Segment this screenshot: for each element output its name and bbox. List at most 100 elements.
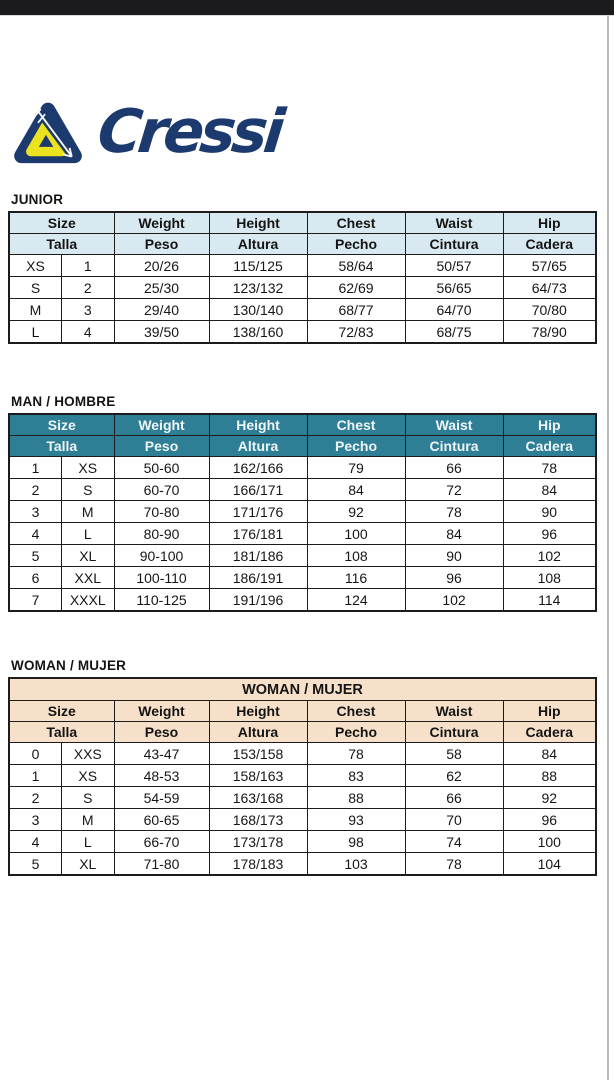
col-header-cadera: Cadera [502,721,597,743]
table-cell: 158/163 [208,764,308,787]
col-header-chest: Chest [306,413,406,436]
table-cell: 153/158 [208,742,308,765]
table-cell: XL [61,544,115,567]
table-cell: 78 [502,456,597,479]
header-row-es: Talla Peso Altura Pecho Cintura Cadera [8,721,597,743]
table-cell: 186/191 [208,566,308,589]
woman-size-table: WOMAN / MUJER Size Weight Height Chest W… [8,677,598,876]
table-cell: L [61,830,115,853]
table-cell: XS [61,764,115,787]
col-header-waist: Waist [404,211,504,234]
table-cell: 62 [404,764,504,787]
table-cell: 3 [8,808,62,831]
table-cell: 57/65 [502,254,597,277]
banner-row: WOMAN / MUJER [8,677,597,701]
table-row: S 2 25/30 123/132 62/69 56/65 64/73 [8,276,597,299]
col-header-height: Height [208,211,308,234]
table-cell: 71-80 [113,852,210,876]
table-cell: 68/77 [306,298,406,321]
table-cell: 138/160 [208,320,308,344]
table-row: M 3 29/40 130/140 68/77 64/70 70/80 [8,298,597,321]
table-cell: M [61,500,115,523]
table-row: 3 M 70-80 171/176 92 78 90 [8,500,597,523]
table-cell: 171/176 [208,500,308,523]
woman-table-banner: WOMAN / MUJER [8,677,597,701]
table-cell: 116 [306,566,406,589]
table-cell: 4 [61,320,115,344]
top-bar [0,0,614,16]
table-cell: XXS [61,742,115,765]
table-cell: 108 [502,566,597,589]
col-header-cintura: Cintura [404,721,504,743]
col-header-waist: Waist [404,413,504,436]
table-cell: 114 [502,588,597,612]
table-cell: 78 [306,742,406,765]
col-header-peso: Peso [113,233,210,255]
table-cell: 64/73 [502,276,597,299]
col-header-pecho: Pecho [306,721,406,743]
table-cell: 20/26 [113,254,210,277]
table-cell: S [8,276,62,299]
table-cell: 60-65 [113,808,210,831]
table-cell: 43-47 [113,742,210,765]
table-cell: 4 [8,830,62,853]
table-cell: XXL [61,566,115,589]
table-cell: 58/64 [306,254,406,277]
table-row: 2 S 60-70 166/171 84 72 84 [8,478,597,501]
table-cell: S [61,478,115,501]
table-cell: 96 [404,566,504,589]
table-cell: 92 [502,786,597,809]
table-cell: 2 [8,478,62,501]
table-cell: 29/40 [113,298,210,321]
cressi-triangle-logo-icon [14,102,82,164]
table-cell: 100 [502,830,597,853]
table-cell: XXXL [61,588,115,612]
col-header-pecho: Pecho [306,435,406,457]
table-cell: 54-59 [113,786,210,809]
table-cell: 64/70 [404,298,504,321]
table-row: 2 S 54-59 163/168 88 66 92 [8,786,597,809]
col-header-cadera: Cadera [502,435,597,457]
table-cell: 181/186 [208,544,308,567]
table-row: 0 XXS 43-47 153/158 78 58 84 [8,742,597,765]
table-cell: 50/57 [404,254,504,277]
man-size-table: Size Weight Height Chest Waist Hip Talla… [8,413,598,612]
cressi-wordmark: Cressi [94,96,285,167]
table-cell: 96 [502,522,597,545]
header-row-es: Talla Peso Altura Pecho Cintura Cadera [8,435,597,457]
table-cell: 68/75 [404,320,504,344]
table-cell: 90 [404,544,504,567]
table-cell: 83 [306,764,406,787]
table-cell: 0 [8,742,62,765]
table-cell: 108 [306,544,406,567]
table-cell: 72/83 [306,320,406,344]
table-cell: 80-90 [113,522,210,545]
header-row-es: Talla Peso Altura Pecho Cintura Cadera [8,233,597,255]
table-cell: 100-110 [113,566,210,589]
table-cell: 93 [306,808,406,831]
table-cell: 4 [8,522,62,545]
table-row: XS 1 20/26 115/125 58/64 50/57 57/65 [8,254,597,277]
table-cell: 98 [306,830,406,853]
table-cell: 90-100 [113,544,210,567]
table-cell: L [8,320,62,344]
table-cell: 66 [404,456,504,479]
col-header-altura: Altura [208,435,308,457]
table-cell: 84 [502,742,597,765]
table-cell: 60-70 [113,478,210,501]
table-cell: 5 [8,544,62,567]
table-cell: 1 [8,764,62,787]
table-cell: 102 [404,588,504,612]
col-header-height: Height [208,413,308,436]
table-cell: 100 [306,522,406,545]
table-row: 6 XXL 100-110 186/191 116 96 108 [8,566,597,589]
col-header-height: Height [208,700,308,722]
col-header-altura: Altura [208,233,308,255]
junior-section-title: JUNIOR [11,192,64,207]
table-row: L 4 39/50 138/160 72/83 68/75 78/90 [8,320,597,344]
table-cell: 178/183 [208,852,308,876]
table-cell: S [61,786,115,809]
col-header-weight: Weight [113,700,210,722]
table-cell: 124 [306,588,406,612]
table-cell: 66-70 [113,830,210,853]
